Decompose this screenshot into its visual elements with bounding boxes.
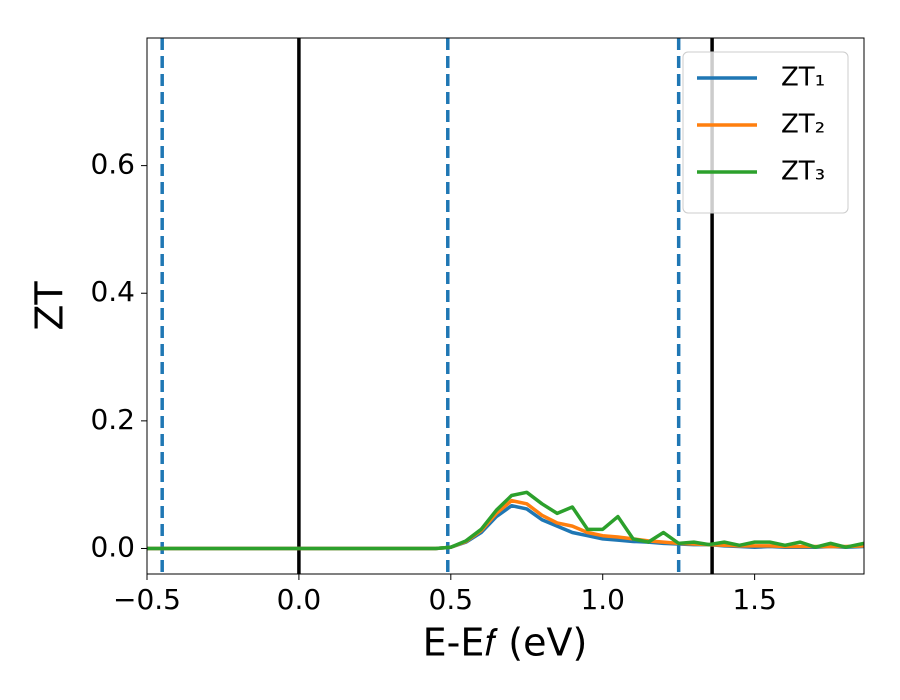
legend-label: ZT₂ bbox=[781, 110, 825, 140]
plot-frame bbox=[146, 37, 865, 575]
x-tick-label: 0.0 bbox=[277, 583, 322, 616]
x-tick-label: 1.5 bbox=[732, 583, 777, 616]
legend-label: ZT₃ bbox=[781, 157, 825, 187]
x-axis-label: E-E𝑓 (eV) bbox=[423, 621, 588, 665]
legend: ZT₁ ZT₂ ZT₃ bbox=[682, 51, 849, 214]
series-line bbox=[147, 490, 865, 551]
y-tick-label: 0.0 bbox=[90, 530, 135, 563]
x-tick-label: 0.5 bbox=[429, 583, 474, 616]
y-tick-label: 0.4 bbox=[90, 275, 135, 308]
x-tick-label: −0.5 bbox=[113, 583, 181, 616]
y-axis-label: ZT bbox=[28, 281, 72, 331]
legend-label: ZT₁ bbox=[781, 63, 825, 93]
y-tick-label: 0.6 bbox=[90, 148, 135, 181]
y-tick-label: 0.2 bbox=[90, 403, 135, 436]
x-tick-label: 1.0 bbox=[580, 583, 625, 616]
